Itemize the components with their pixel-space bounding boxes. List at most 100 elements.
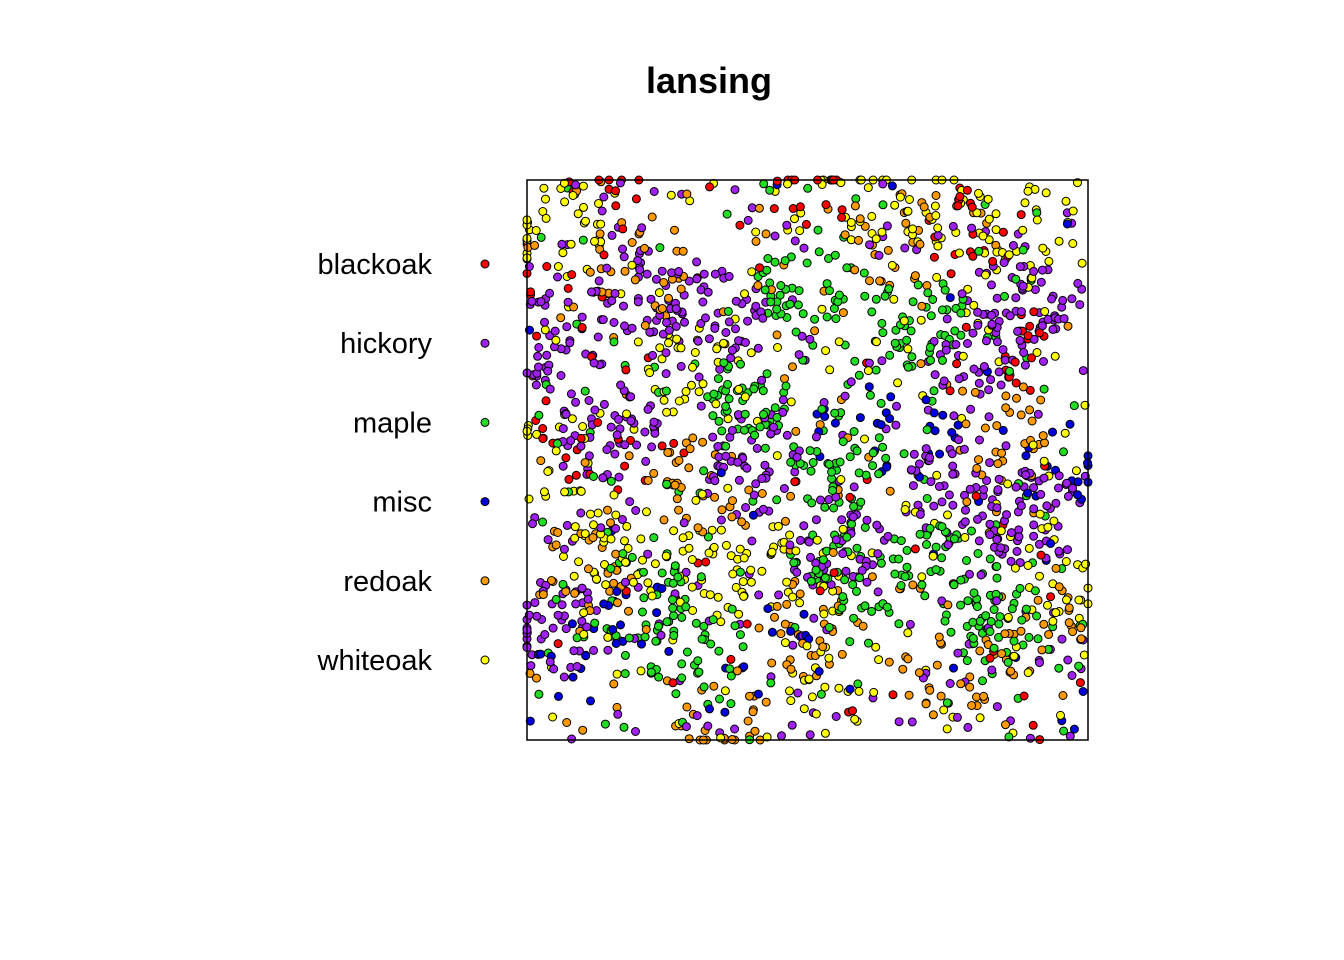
point-hickory	[562, 410, 570, 418]
point-maple	[670, 632, 678, 640]
point-maple	[957, 309, 965, 317]
point-hickory	[950, 412, 958, 420]
point-whiteoak	[1039, 244, 1047, 252]
point-redoak	[728, 513, 736, 521]
point-maple	[1025, 633, 1033, 641]
point-hickory	[559, 462, 567, 470]
point-redoak	[664, 449, 672, 457]
point-maple	[1040, 385, 1048, 393]
point-misc	[865, 383, 873, 391]
point-hickory	[796, 536, 804, 544]
point-hickory	[895, 718, 903, 726]
point-maple	[939, 356, 947, 364]
point-hickory	[832, 713, 840, 721]
point-whiteoak	[800, 705, 808, 713]
point-hickory	[632, 728, 640, 736]
point-maple	[581, 387, 589, 395]
point-maple	[855, 371, 863, 379]
point-redoak	[1002, 392, 1010, 400]
point-hickory	[791, 237, 799, 245]
point-maple	[663, 480, 671, 488]
point-blackoak	[969, 252, 977, 260]
point-hickory	[794, 689, 802, 697]
point-whiteoak	[607, 535, 615, 543]
legend-marker-redoak	[481, 577, 489, 585]
point-misc	[768, 628, 776, 636]
point-whiteoak	[579, 182, 587, 190]
point-whiteoak	[542, 214, 550, 222]
point-misc	[638, 640, 646, 648]
point-hickory	[558, 240, 566, 248]
point-misc	[1066, 420, 1074, 428]
point-hickory	[621, 578, 629, 586]
point-maple	[767, 679, 775, 687]
point-hickory	[704, 288, 712, 296]
point-misc	[831, 419, 839, 427]
point-hickory	[1069, 484, 1077, 492]
point-maple	[607, 565, 615, 573]
point-maple	[938, 554, 946, 562]
point-hickory	[620, 253, 628, 261]
point-redoak	[796, 590, 804, 598]
point-hickory	[744, 216, 752, 224]
point-redoak	[773, 602, 781, 610]
point-whiteoak	[835, 338, 843, 346]
point-hickory	[1049, 325, 1057, 333]
point-maple	[731, 622, 739, 630]
point-maple	[620, 723, 628, 731]
point-hickory	[722, 329, 730, 337]
point-redoak	[673, 495, 681, 503]
point-maple	[601, 720, 609, 728]
point-maple	[610, 338, 618, 346]
point-blackoak	[946, 387, 954, 395]
point-misc	[658, 585, 666, 593]
point-hickory	[722, 452, 730, 460]
point-maple	[795, 287, 803, 295]
point-hickory	[922, 445, 930, 453]
point-redoak	[650, 469, 658, 477]
point-maple	[678, 613, 686, 621]
point-redoak	[866, 277, 874, 285]
point-maple	[1018, 616, 1026, 624]
point-hickory	[952, 341, 960, 349]
point-hickory	[1058, 635, 1066, 643]
point-hickory	[967, 405, 975, 413]
point-maple	[722, 442, 730, 450]
point-misc	[954, 421, 962, 429]
point-whiteoak	[864, 184, 872, 192]
point-blackoak	[706, 183, 714, 191]
point-whiteoak	[688, 556, 696, 564]
point-maple	[926, 524, 934, 532]
point-whiteoak	[1080, 651, 1088, 659]
point-maple	[741, 410, 749, 418]
point-maple	[866, 391, 874, 399]
point-hickory	[969, 329, 977, 337]
point-whiteoak	[812, 710, 820, 718]
point-whiteoak	[975, 189, 983, 197]
point-redoak	[904, 655, 912, 663]
point-hickory	[783, 431, 791, 439]
point-whiteoak	[900, 317, 908, 325]
point-maple	[986, 555, 994, 563]
point-redoak	[859, 622, 867, 630]
point-whiteoak	[655, 289, 663, 297]
point-redoak	[537, 457, 545, 465]
point-maple	[907, 327, 915, 335]
point-redoak	[751, 727, 759, 735]
point-maple	[850, 614, 858, 622]
point-maple	[1031, 587, 1039, 595]
point-whiteoak	[1021, 199, 1029, 207]
point-hickory	[628, 324, 636, 332]
point-hickory	[962, 506, 970, 514]
point-misc	[888, 182, 896, 190]
point-hickory	[878, 357, 886, 365]
point-hickory	[940, 377, 948, 385]
point-whiteoak	[569, 192, 577, 200]
point-hickory	[577, 509, 585, 517]
point-redoak	[1017, 411, 1025, 419]
point-hickory	[603, 264, 611, 272]
point-hickory	[598, 207, 606, 215]
point-whiteoak	[622, 558, 630, 566]
point-hickory	[608, 231, 616, 239]
point-blackoak	[954, 202, 962, 210]
